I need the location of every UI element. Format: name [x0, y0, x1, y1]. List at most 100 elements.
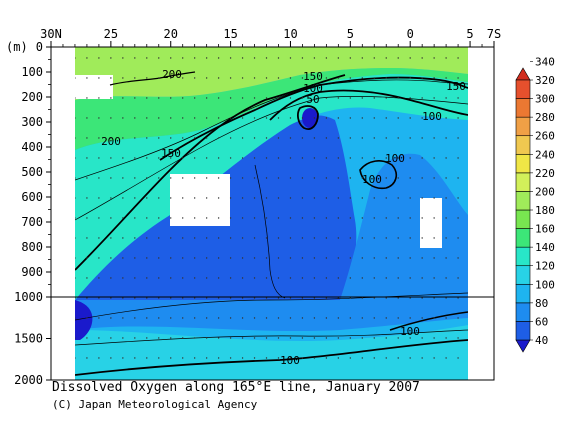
- field-deep-low: [75, 300, 93, 340]
- sample-dot: [421, 197, 423, 199]
- sample-dot: [170, 277, 172, 279]
- sample-dot: [301, 297, 304, 299]
- sample-dot: [313, 357, 316, 359]
- sample-dot: [86, 57, 88, 59]
- sample-dot: [433, 277, 435, 279]
- sample-dot: [122, 157, 124, 159]
- sample-dot: [98, 177, 100, 179]
- sample-dot: [433, 57, 435, 59]
- contour-lines: [75, 71, 468, 376]
- sample-dot: [134, 197, 136, 199]
- sample-dot: [325, 237, 328, 239]
- sample-dot: [397, 337, 399, 339]
- sample-dot: [301, 337, 304, 339]
- sample-dot: [146, 137, 148, 139]
- contour-100-mid: [359, 160, 398, 190]
- sample-dot: [122, 97, 124, 99]
- colorbar-label: 180: [535, 204, 555, 217]
- sample-dot: [146, 337, 148, 339]
- sample-dot: [325, 297, 328, 299]
- sample-dot: [170, 317, 172, 319]
- colorbar-label: 140: [535, 241, 555, 254]
- sample-dot: [421, 277, 423, 279]
- sample-dot: [433, 317, 435, 319]
- sample-dot: [229, 137, 232, 139]
- sample-dot: [337, 157, 340, 159]
- sample-dot: [385, 97, 387, 99]
- sample-dot: [397, 277, 399, 279]
- sample-dot: [397, 177, 399, 179]
- sample-dot: [217, 277, 220, 279]
- sample-dot: [373, 177, 375, 179]
- colorbar-swatch: [515, 135, 531, 155]
- sample-dot: [182, 197, 184, 199]
- colorbar-swatch: [515, 153, 531, 174]
- sample-dot: [313, 177, 316, 179]
- y-tick-label: 2000: [14, 373, 43, 387]
- colorbar-label: 200: [535, 185, 555, 198]
- sample-dot: [421, 257, 423, 259]
- sample-dot: [253, 317, 256, 319]
- sample-dot: [361, 137, 363, 139]
- sample-dot: [229, 57, 232, 59]
- sample-dot: [241, 317, 244, 319]
- sample-dot: [134, 137, 136, 139]
- sample-dot: [313, 297, 316, 299]
- sample-dot: [421, 157, 423, 159]
- sample-dot: [409, 157, 411, 159]
- sample-dot: [313, 217, 316, 219]
- sample-dot: [445, 297, 447, 299]
- sample-dot: [373, 217, 375, 219]
- sample-dot: [385, 257, 387, 259]
- sample-dot: [397, 297, 399, 299]
- sample-dot: [217, 77, 220, 79]
- sample-dot: [110, 257, 112, 259]
- sample-dot: [134, 237, 136, 239]
- sample-dot: [445, 177, 447, 179]
- sample-dot: [217, 117, 220, 119]
- sample-dot: [289, 317, 292, 319]
- sample-dot: [229, 317, 232, 319]
- sample-dot: [158, 217, 160, 219]
- sample-dot: [397, 117, 399, 119]
- sample-dot: [122, 217, 124, 219]
- sample-dot: [86, 257, 88, 259]
- sample-dot: [445, 257, 447, 259]
- y-tick-label: 1000: [14, 290, 43, 304]
- chart-credit: (C) Japan Meteorological Agency: [52, 398, 258, 411]
- sample-dot: [241, 57, 244, 59]
- sample-dot: [325, 337, 328, 339]
- sample-dot: [182, 57, 184, 59]
- sample-dot: [229, 337, 232, 339]
- y-tick-label: 800: [21, 240, 43, 254]
- colorbar-max-arrow: [515, 67, 531, 81]
- sample-dot: [193, 77, 196, 79]
- y-tick-label: 0: [36, 40, 43, 54]
- contour-100-lower-mid: [389, 311, 468, 331]
- sample-dot: [146, 117, 148, 119]
- sample-dot: [241, 117, 244, 119]
- sample-dot: [445, 317, 447, 319]
- sample-dot: [110, 177, 112, 179]
- sample-dot: [349, 257, 352, 259]
- sample-dot: [253, 257, 256, 259]
- sample-dot: [193, 117, 196, 119]
- field-surface-band: [75, 47, 468, 100]
- sample-dot: [313, 237, 316, 239]
- sample-dot: [313, 117, 316, 119]
- sample-dot: [337, 97, 340, 99]
- sample-dot: [170, 117, 172, 119]
- colorbar-swatch: [515, 265, 531, 285]
- colorbar-label: 300: [535, 93, 555, 106]
- sample-dot: [397, 357, 399, 359]
- sample-dot: [433, 117, 435, 119]
- sample-dot: [110, 357, 112, 359]
- sample-dot: [75, 237, 76, 239]
- sample-dot: [433, 197, 435, 199]
- sample-dot: [98, 77, 100, 79]
- sample-dot: [241, 357, 244, 359]
- sample-dot: [397, 157, 399, 159]
- sample-dot: [301, 317, 304, 319]
- sample-dot: [277, 57, 280, 59]
- x-tick-label: 30N: [40, 27, 62, 41]
